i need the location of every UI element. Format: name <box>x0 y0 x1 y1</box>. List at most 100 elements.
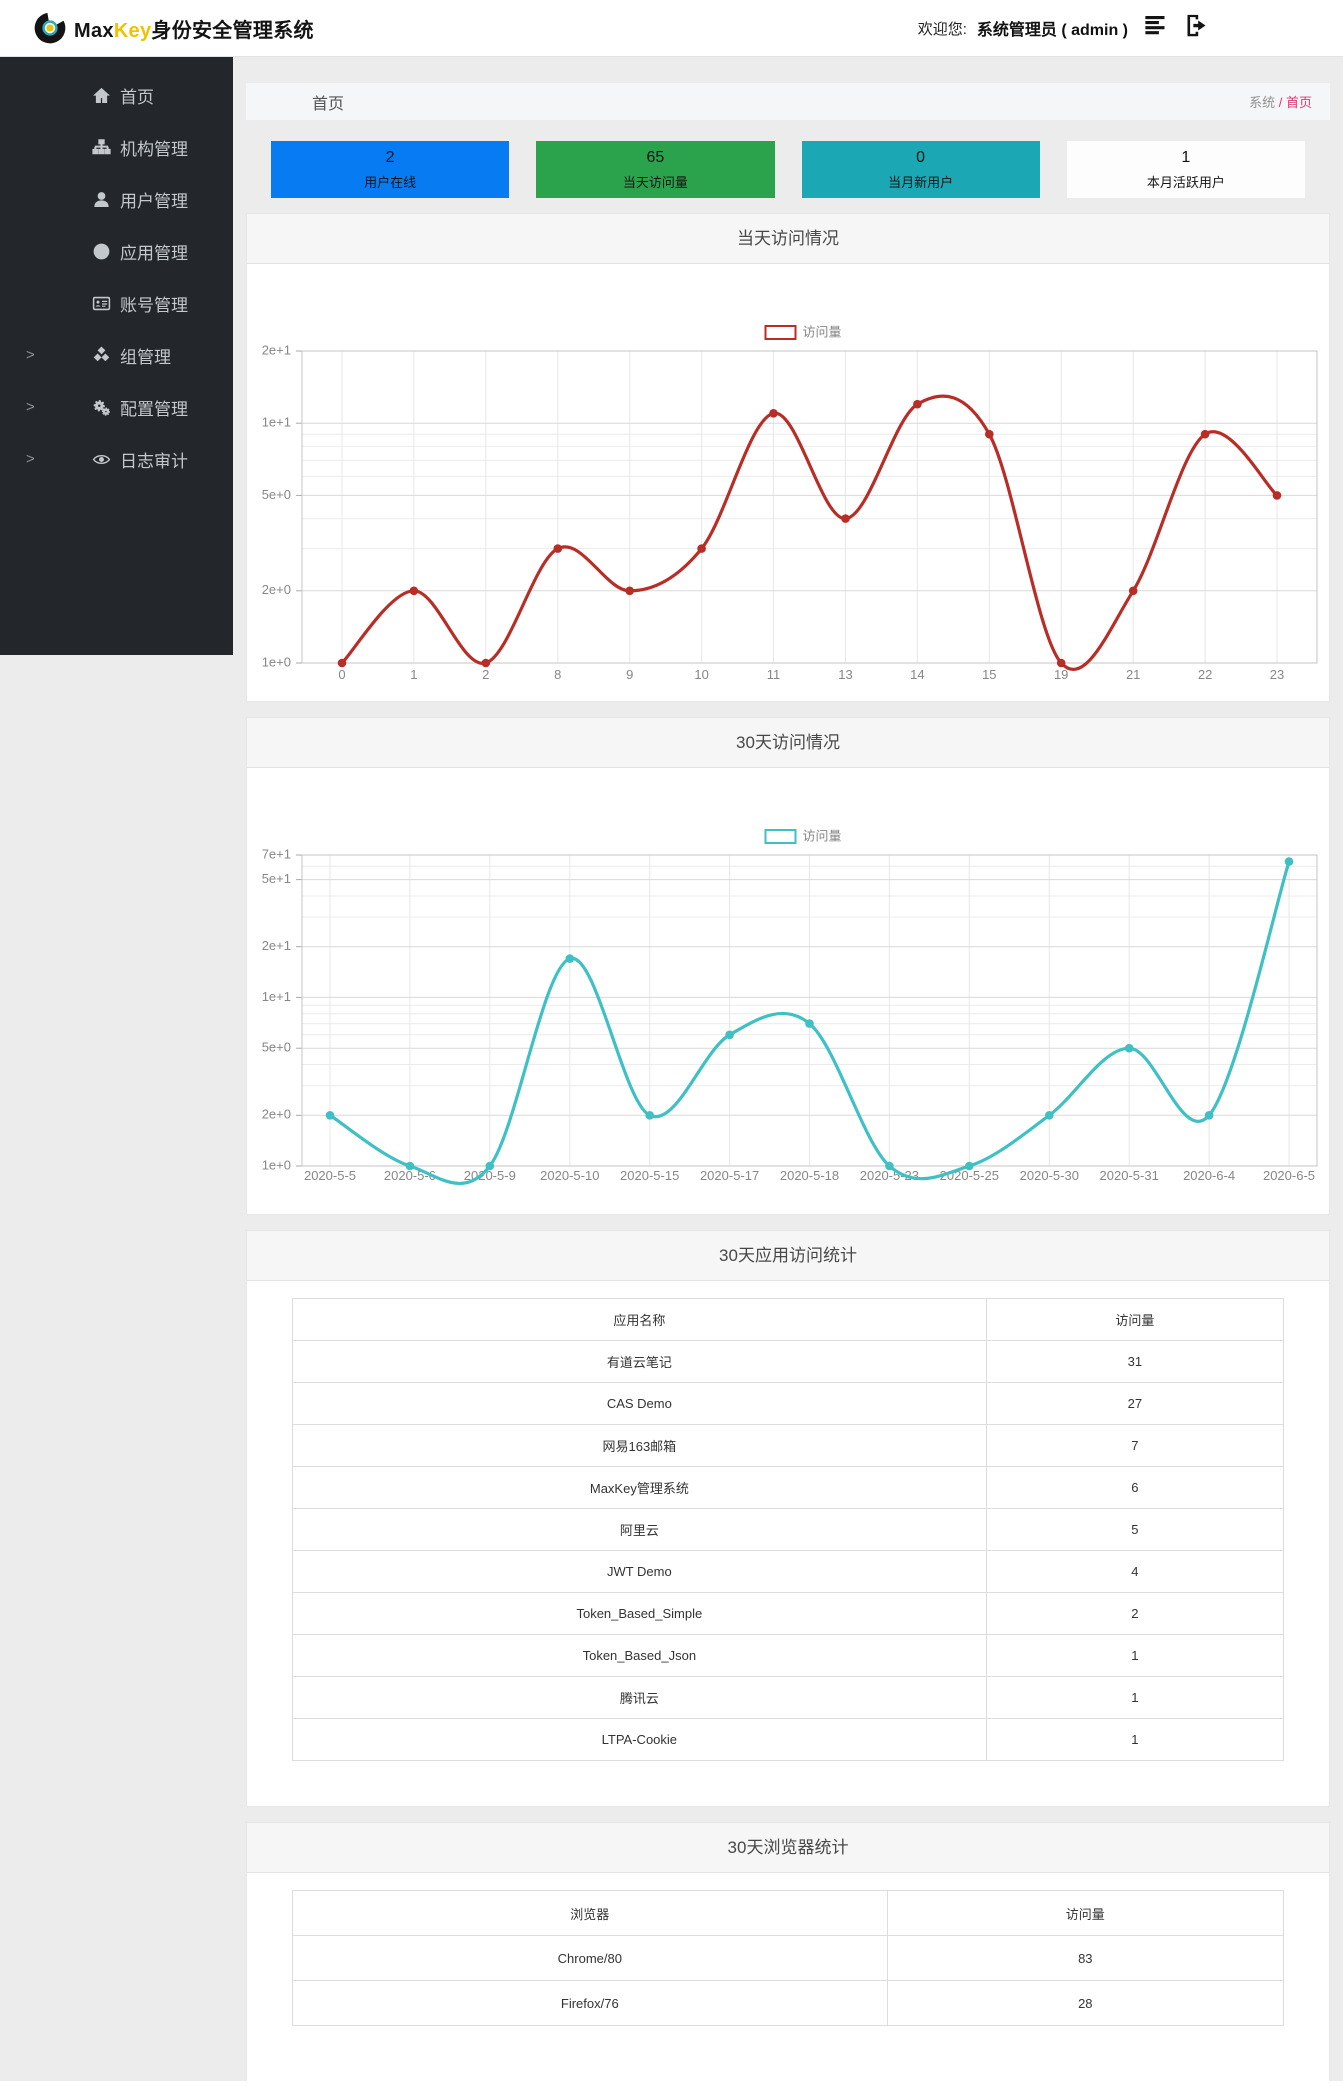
svg-text:5e+1: 5e+1 <box>262 871 291 886</box>
table-header-row: 浏览器 访问量 <box>292 1890 1285 1936</box>
sign-out-icon[interactable] <box>1183 12 1210 39</box>
svg-text:2e+0: 2e+0 <box>262 1107 291 1122</box>
sidebar-item-audit[interactable]: > 日志审计 <box>0 433 233 485</box>
breadcrumb-root: 系统 <box>1249 95 1276 110</box>
chevron-right-icon: > <box>26 398 35 416</box>
svg-text:1e+1: 1e+1 <box>262 415 291 430</box>
table-cell: 阿里云 <box>292 1508 987 1551</box>
navbar-icons <box>1128 12 1210 44</box>
brand-key: Key <box>113 19 152 42</box>
browser-stats-table-wrap: 浏览器 访问量 Chrome/80 83 Firefox/76 28 <box>247 1873 1329 2081</box>
stat-card-label: 当天访问量 <box>622 174 688 190</box>
brand-title: MaxKey身份安全管理系统 <box>74 14 314 43</box>
table-cell: Firefox/76 <box>292 1980 888 2026</box>
sidebar-menu: 首页机构管理 用户管理应用管理账号管理 > 组管理 > 配置管理 > 日志审计 <box>0 57 233 485</box>
table-cell: 有道云笔记 <box>292 1340 987 1383</box>
sidebar-item-home[interactable]: 首页 <box>0 69 233 121</box>
brand-max: Max <box>74 19 114 42</box>
svg-text:2e+1: 2e+1 <box>262 342 291 357</box>
panel-30day-visits-title: 30天访问情况 <box>247 718 1329 768</box>
panel-app-visits-title: 30天应用访问统计 <box>247 1231 1329 1281</box>
table-cell: 2 <box>985 1592 1285 1635</box>
user-icon <box>84 190 111 209</box>
table-cell: 31 <box>985 1340 1285 1383</box>
table-row: Token_Based_Simple 2 <box>292 1592 1285 1635</box>
sitemap-icon <box>84 138 111 157</box>
svg-text:23: 23 <box>1270 667 1284 682</box>
svg-text:7e+1: 7e+1 <box>262 846 291 861</box>
table-header-cell: 访问量 <box>886 1890 1285 1936</box>
sidebar-item-label: 应用管理 <box>120 243 188 263</box>
home-icon <box>84 86 111 105</box>
table-cell: 网易163邮箱 <box>292 1424 987 1467</box>
brand-suffix: 身份安全管理系统 <box>151 19 314 42</box>
browser-stats-table: 浏览器 访问量 Chrome/80 83 Firefox/76 28 <box>292 1890 1285 2026</box>
table-cell: Chrome/80 <box>292 1935 888 1981</box>
panel-today-visits: 当天访问情况 2e+1 1e+1 5e+0 2e+0 1e+0 0 1 2 8 9 10 11 13 14… <box>246 213 1330 702</box>
sidebar-item-label: 组管理 <box>120 347 171 367</box>
sidebar-item-account[interactable]: 账号管理 <box>0 277 233 329</box>
stat-card-label: 当月新用户 <box>888 174 954 190</box>
stat-card-label: 用户在线 <box>364 174 417 190</box>
welcome-label: 欢迎您: <box>917 20 967 38</box>
sidebar-item-label: 配置管理 <box>120 399 188 419</box>
panel-today-visits-title: 当天访问情况 <box>247 214 1329 264</box>
sidebar-item-label: 首页 <box>120 87 154 107</box>
table-cell: Token_Based_Json <box>292 1634 987 1677</box>
main-content: 首页 系统 / 首页 2 用户在线 65 当天访问量 0 当月新用户 1 本月活跃用户 当天访… <box>233 83 1343 2082</box>
svg-text:1: 1 <box>410 667 417 682</box>
table-cell: LTPA-Cookie <box>292 1718 987 1761</box>
svg-text:2e+0: 2e+0 <box>262 582 291 597</box>
stat-cards-row: 2 用户在线 65 当天访问量 0 当月新用户 1 本月活跃用户 <box>271 141 1305 198</box>
table-cell: Token_Based_Simple <box>292 1592 987 1635</box>
sidebar-item-config[interactable]: > 配置管理 <box>0 381 233 433</box>
sidebar-item-user[interactable]: 用户管理 <box>0 173 233 225</box>
idcard-icon <box>84 294 111 313</box>
align-justify-icon[interactable] <box>1142 12 1169 39</box>
svg-text:2020-5-17: 2020-5-17 <box>700 1168 759 1183</box>
svg-text:10: 10 <box>694 667 708 682</box>
page-footer <box>0 2081 1343 2091</box>
panel-30day-visits: 30天访问情况 7e+1 5e+1 2e+1 1e+1 5e+0 2e+0 1e+0 2020… <box>246 717 1330 1215</box>
table-cell: 4 <box>985 1550 1285 1593</box>
svg-text:8: 8 <box>554 667 561 682</box>
svg-text:19: 19 <box>1054 667 1068 682</box>
svg-text:5e+0: 5e+0 <box>262 487 291 502</box>
table-header-cell: 应用名称 <box>292 1298 987 1341</box>
svg-text:22: 22 <box>1198 667 1212 682</box>
table-row: JWT Demo 4 <box>292 1550 1285 1593</box>
table-row: 有道云笔记 31 <box>292 1340 1285 1383</box>
table-row: Firefox/76 28 <box>292 1980 1285 2026</box>
globe-icon <box>84 242 111 261</box>
sidebar-item-group[interactable]: > 组管理 <box>0 329 233 381</box>
monthly-visits-chart: 7e+1 5e+1 2e+1 1e+1 5e+0 2e+0 1e+0 2020-5-5 2020… <box>247 768 1329 1214</box>
app-visits-table: 应用名称 访问量 有道云笔记 31 CAS Demo 27 网易163邮箱 7 MaxKey管理… <box>292 1298 1285 1761</box>
table-cell: 6 <box>985 1466 1285 1509</box>
breadcrumb-separator: / <box>1278 95 1283 110</box>
svg-text:2020-5-10: 2020-5-10 <box>540 1168 599 1183</box>
table-header-cell: 访问量 <box>985 1298 1285 1341</box>
navbar-right: 欢迎您: 系统管理员 ( admin ) <box>918 12 1210 44</box>
table-cell: 5 <box>985 1508 1285 1551</box>
sidebar-item-org[interactable]: 机构管理 <box>0 121 233 173</box>
breadcrumb-current[interactable]: 首页 <box>1285 95 1312 110</box>
stat-card-value: 2 <box>385 148 395 166</box>
table-cell: 7 <box>985 1424 1285 1467</box>
top-navbar: MaxKey身份安全管理系统 欢迎您: 系统管理员 ( admin ) <box>0 0 1343 57</box>
brand[interactable]: MaxKey身份安全管理系统 <box>33 11 314 45</box>
stat-card-month-new-users: 0 当月新用户 <box>801 141 1040 198</box>
svg-text:2020-5-31: 2020-5-31 <box>1100 1168 1159 1183</box>
table-row: 网易163邮箱 7 <box>292 1424 1285 1467</box>
svg-text:9: 9 <box>626 667 633 682</box>
cubes-icon <box>84 346 111 365</box>
sidebar-item-app[interactable]: 应用管理 <box>0 225 233 277</box>
table-cell: 1 <box>985 1634 1285 1677</box>
maxkey-logo-icon <box>34 12 66 44</box>
table-cell: 腾讯云 <box>292 1676 987 1719</box>
table-row: CAS Demo 27 <box>292 1382 1285 1425</box>
svg-text:11: 11 <box>767 667 781 682</box>
stat-card-value: 0 <box>916 148 926 166</box>
svg-text:13: 13 <box>838 667 852 682</box>
stat-card-value: 1 <box>1181 148 1191 166</box>
chevron-right-icon: > <box>26 346 35 364</box>
